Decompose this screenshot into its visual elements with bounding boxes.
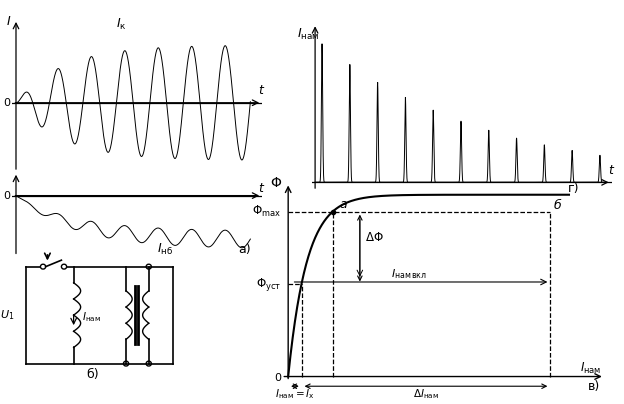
Text: I: I [7, 15, 11, 28]
Text: $I_{\rm нам}=I_{\rm х}$: $I_{\rm нам}=I_{\rm х}$ [275, 387, 315, 401]
Text: $\Phi_{\rm уст}$: $\Phi_{\rm уст}$ [256, 276, 281, 293]
Text: t: t [258, 182, 263, 195]
Text: $I_{\rm нам}$: $I_{\rm нам}$ [82, 310, 102, 324]
Text: $\Delta I_{\rm нам}$: $\Delta I_{\rm нам}$ [413, 387, 439, 401]
Text: $I_{\rm нам}$: $I_{\rm нам}$ [296, 27, 319, 42]
Text: $U_1$: $U_1$ [0, 308, 14, 322]
Text: г): г) [568, 183, 580, 196]
Text: $I_{\rm нб}$: $I_{\rm нб}$ [157, 242, 173, 257]
Text: а: а [339, 198, 347, 211]
Text: 0: 0 [275, 373, 281, 383]
Text: t: t [258, 84, 263, 97]
Text: а): а) [238, 243, 251, 257]
Text: $\Delta\Phi$: $\Delta\Phi$ [365, 231, 384, 244]
Text: $I_{\rm к}$: $I_{\rm к}$ [115, 17, 126, 32]
Text: $\Phi$: $\Phi$ [270, 177, 282, 190]
Text: 0: 0 [3, 98, 10, 108]
Text: б): б) [86, 368, 99, 381]
Text: 0: 0 [3, 191, 10, 201]
Text: $I_{\rm нам\,вкл}$: $I_{\rm нам\,вкл}$ [391, 267, 427, 281]
Text: $\Phi_{\rm max}$: $\Phi_{\rm max}$ [252, 204, 281, 219]
Text: в): в) [588, 380, 600, 393]
Text: б: б [553, 199, 562, 212]
Text: $I_{\rm нам}$: $I_{\rm нам}$ [580, 361, 602, 376]
Text: t: t [608, 164, 613, 177]
